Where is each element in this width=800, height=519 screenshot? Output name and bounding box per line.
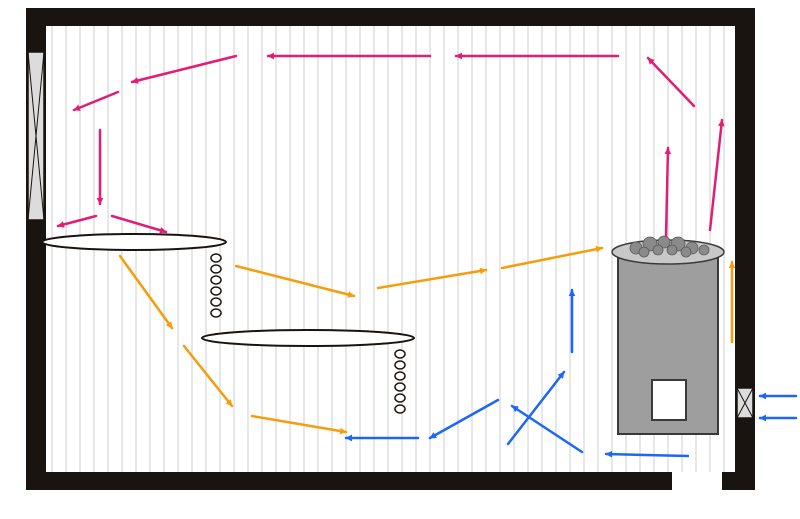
floor-opening	[672, 472, 722, 490]
sauna-ventilation-diagram	[0, 0, 800, 519]
vent-lower-right	[737, 388, 753, 418]
vent-upper-left	[28, 52, 44, 220]
sauna-heater	[612, 236, 724, 434]
